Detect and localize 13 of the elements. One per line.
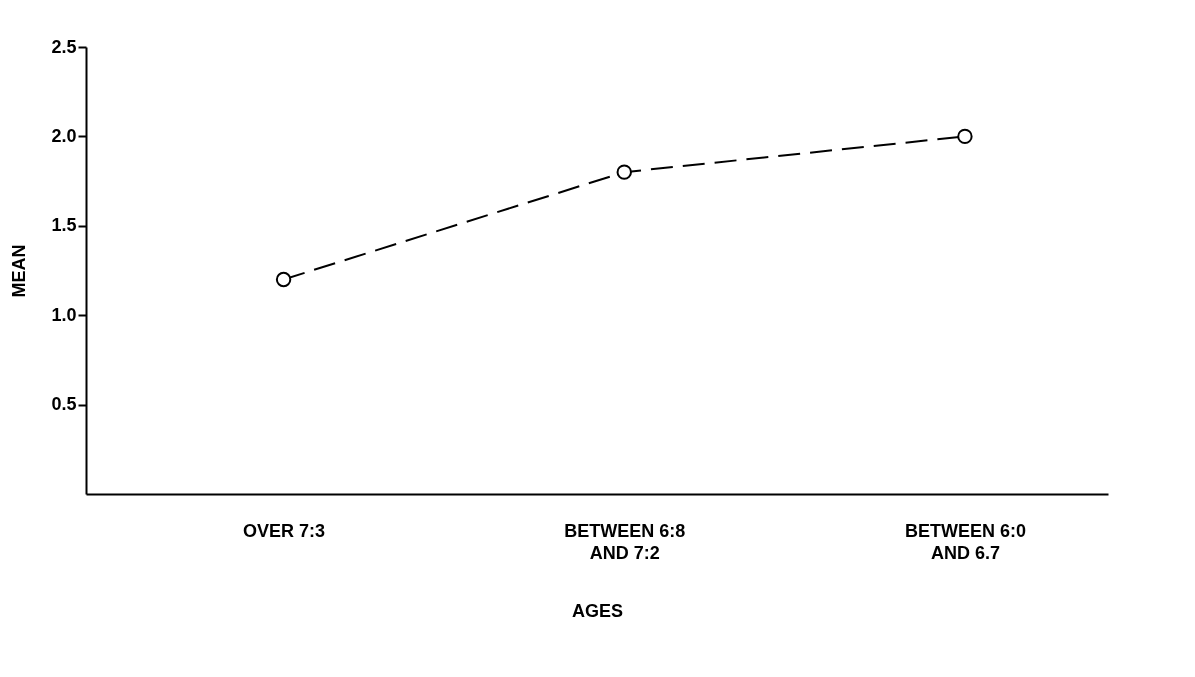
y-tick-label: 1.5 — [51, 215, 77, 236]
x-tick-label: BETWEEN 6:0 AND 6.7 — [904, 520, 1026, 563]
x-tick-label: BETWEEN 6:8 AND 7:2 — [564, 520, 686, 563]
x-axis-title: AGES — [571, 600, 624, 621]
x-tick-label: OVER 7:3 — [243, 520, 326, 541]
y-tick-label: 2.0 — [51, 125, 77, 146]
point — [275, 271, 292, 288]
point — [957, 128, 973, 145]
y-tick-label: 0.5 — [51, 394, 77, 415]
y-axis-title: MEAN — [9, 244, 30, 298]
y-tick-label: 2.5 — [51, 36, 77, 57]
y-tick-label: 1.0 — [51, 304, 77, 325]
point — [616, 164, 632, 180]
